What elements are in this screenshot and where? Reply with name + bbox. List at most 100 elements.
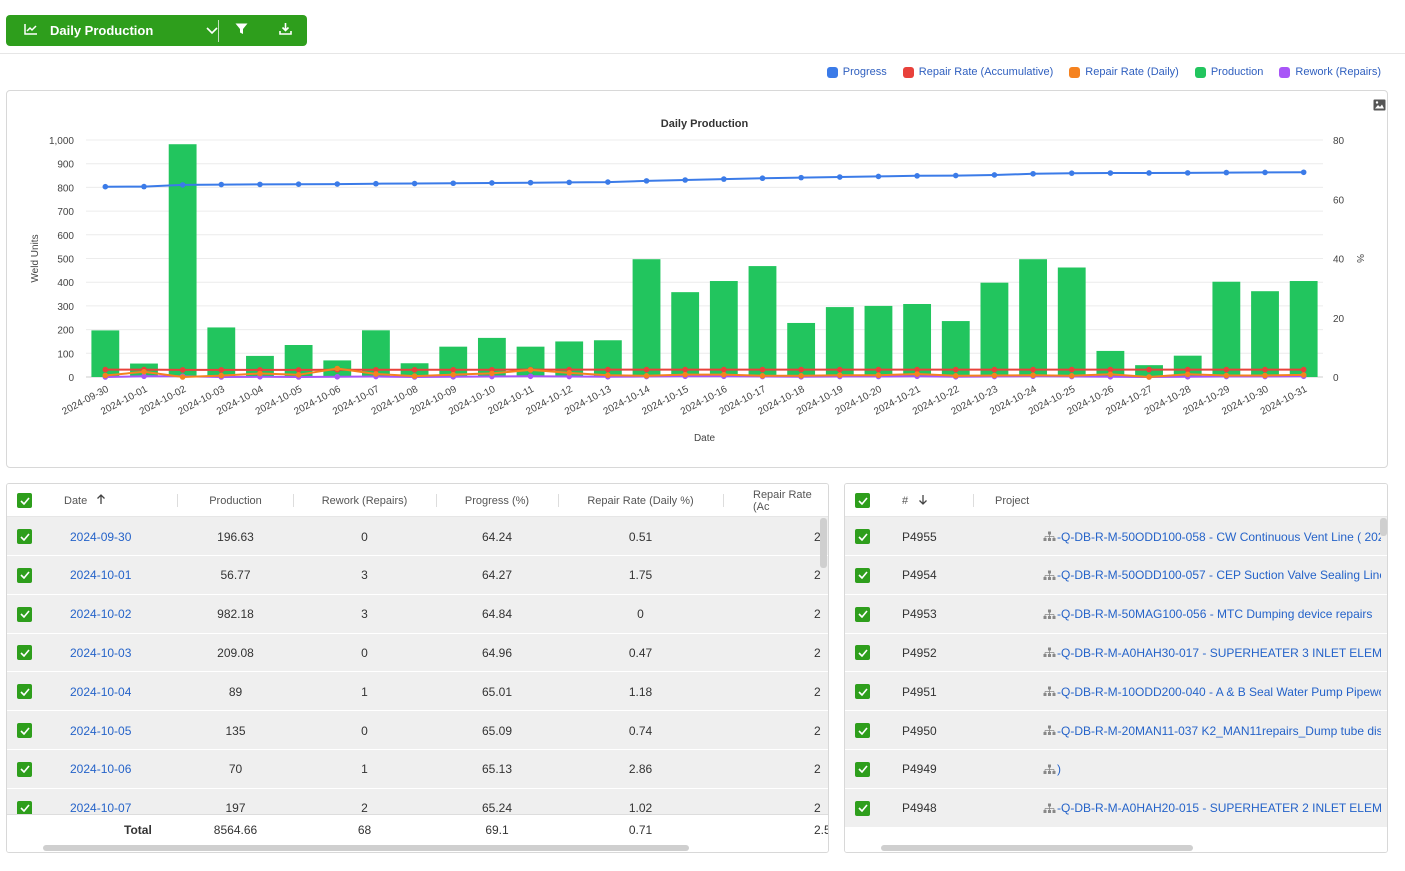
project-row-checkbox[interactable]	[855, 789, 870, 828]
date-link[interactable]: 2024-10-03	[70, 645, 132, 660]
table-row[interactable]: 2024-10-05 135 0 65.09 0.74 2	[7, 711, 828, 750]
legend-item-progress[interactable]: Progress	[826, 66, 887, 78]
projects-horizontal-scrollbar[interactable]	[845, 844, 1387, 852]
select-all-checkbox[interactable]	[17, 484, 32, 517]
project-cell[interactable]: -Q-DB-R-M-20MAN11-037 K2_MAN11repairs_Du…	[1043, 711, 1381, 750]
table-row[interactable]: 2024-10-06 70 1 65.13 2.86 2	[7, 750, 828, 789]
date-link[interactable]: 2024-10-07	[70, 801, 132, 814]
column-header-production[interactable]: Production	[209, 494, 262, 507]
table-row[interactable]: 2024-10-04 89 1 65.01 1.18 2	[7, 672, 828, 712]
column-header-rework[interactable]: Rework (Repairs)	[321, 494, 408, 507]
repair-rate-acc-cell: 2	[814, 684, 821, 699]
total-repair-rate-acc: 2.5	[814, 823, 828, 837]
legend-swatch	[1279, 66, 1291, 78]
column-header-progress[interactable]: Progress (%)	[464, 494, 530, 507]
date-link[interactable]: 2024-10-04	[70, 684, 132, 699]
column-header-id[interactable]: #	[902, 484, 928, 517]
row-checkbox[interactable]	[17, 633, 32, 672]
project-link[interactable]: -Q-DB-R-M-20MAN11-037 K2_MAN11repairs_Du…	[1057, 723, 1381, 738]
project-link[interactable]: -Q-DB-R-M-50MAG100-056 - MTC Dumping dev…	[1057, 607, 1373, 622]
project-cell[interactable]: -Q-DB-R-M-A0HAH20-015 - SUPERHEATER 2 IN…	[1043, 789, 1381, 828]
project-link[interactable]: -Q-DB-R-M-50ODD100-057 - CEP Suction Val…	[1057, 568, 1381, 583]
column-header-repair-rate-daily[interactable]: Repair Rate (Daily %)	[587, 494, 694, 507]
chart-legend: Progress Repair Rate (Accumulative) Repair…	[826, 66, 1381, 78]
project-row-checkbox[interactable]	[855, 711, 870, 750]
projects-vertical-scrollbar[interactable]	[1380, 518, 1387, 536]
project-link[interactable]: -Q-DB-R-M-50ODD100-058 - CW Continuous V…	[1057, 529, 1381, 544]
legend-item-repair-rate-accumulative[interactable]: Repair Rate (Accumulative)	[902, 66, 1053, 78]
project-cell[interactable]: -Q-DB-R-M-50ODD100-058 - CW Continuous V…	[1043, 517, 1381, 556]
chevron-down-icon	[206, 22, 218, 40]
project-link[interactable]: -Q-DB-R-M-10ODD200-040 - A & B Seal Wate…	[1057, 684, 1381, 699]
project-row[interactable]: P4949)	[845, 750, 1387, 789]
row-checkbox[interactable]	[17, 595, 32, 634]
point-progress	[489, 180, 495, 186]
date-link[interactable]: 2024-09-30	[70, 529, 132, 544]
point-repair-rate-daily	[875, 372, 882, 379]
vertical-scrollbar[interactable]	[820, 518, 827, 568]
projects-horizontal-scroll-thumb[interactable]	[881, 845, 1193, 851]
project-row[interactable]: P4950 -Q-DB-R-M-20MAN11-037 K2_MAN11repai…	[845, 711, 1387, 750]
legend-item-rework-repairs[interactable]: Rework (Repairs)	[1279, 66, 1381, 78]
table-row[interactable]: 2024-10-01 56.77 3 64.27 1.75 2	[7, 556, 828, 595]
date-link[interactable]: 2024-10-06	[70, 762, 132, 777]
project-cell[interactable]: -Q-DB-R-M-50MAG100-056 - MTC Dumping dev…	[1043, 595, 1381, 634]
projects-select-all-checkbox[interactable]	[855, 484, 870, 517]
project-row[interactable]: P4953 -Q-DB-R-M-50MAG100-056 - MTC Dumpin…	[845, 595, 1387, 634]
row-checkbox[interactable]	[17, 517, 32, 556]
table-row[interactable]: 2024-10-07 197 2 65.24 1.02 2	[7, 789, 828, 814]
filter-button[interactable]	[219, 15, 263, 46]
project-row-checkbox[interactable]	[855, 595, 870, 634]
table-row[interactable]: 2024-10-03 209.08 0 64.96 0.47 2	[7, 633, 828, 673]
projects-grid: # Project P4955 -Q-DB-R-M-50ODD100-058 - …	[844, 483, 1388, 853]
point-repair-rate-accumulative	[295, 367, 302, 373]
row-checkbox[interactable]	[17, 789, 32, 814]
download-button[interactable]	[263, 15, 307, 46]
legend-item-production[interactable]: Production	[1194, 66, 1263, 78]
project-cell[interactable]: )	[1043, 750, 1381, 789]
row-checkbox[interactable]	[17, 556, 32, 595]
horizontal-scroll-thumb[interactable]	[43, 845, 689, 851]
bar-2024-10-28	[1173, 355, 1202, 377]
project-cell[interactable]: -Q-DB-R-M-A0HAH30-017 - SUPERHEATER 3 IN…	[1043, 633, 1381, 672]
column-header-date[interactable]: Date	[64, 484, 106, 517]
column-header-project[interactable]: Project	[995, 494, 1030, 507]
project-cell[interactable]: -Q-DB-R-M-50ODD100-057 - CEP Suction Val…	[1043, 556, 1381, 595]
legend-item-repair-rate-daily[interactable]: Repair Rate (Daily)	[1069, 66, 1179, 78]
production-chart: Daily Production010020030040050060070080…	[30, 118, 1365, 444]
project-row[interactable]: P4954 -Q-DB-R-M-50ODD100-057 - CEP Suctio…	[845, 556, 1387, 595]
horizontal-scrollbar[interactable]	[7, 844, 828, 852]
project-row[interactable]: P4951 -Q-DB-R-M-10ODD200-040 - A & B Seal…	[845, 672, 1387, 712]
date-link[interactable]: 2024-10-01	[70, 568, 132, 583]
point-repair-rate-daily	[836, 372, 843, 379]
point-repair-rate-accumulative	[836, 366, 843, 373]
project-row-checkbox[interactable]	[855, 633, 870, 672]
row-checkbox[interactable]	[17, 672, 32, 711]
column-header-repair-rate-acc[interactable]: Repair Rate (Ac	[753, 488, 812, 513]
repair-rate-daily-cell: 1.75	[628, 568, 653, 583]
project-cell[interactable]: -Q-DB-R-M-10ODD200-040 - A & B Seal Wate…	[1043, 672, 1381, 711]
date-link[interactable]: 2024-10-02	[70, 607, 132, 622]
table-row[interactable]: 2024-10-02 982.18 3 64.84 0 2	[7, 595, 828, 634]
project-link[interactable]: -Q-DB-R-M-A0HAH20-015 - SUPERHEATER 2 IN…	[1057, 801, 1381, 816]
row-checkbox[interactable]	[17, 711, 32, 750]
table-row[interactable]: 2024-09-30 196.63 0 64.24 0.51 2	[7, 517, 828, 556]
project-row[interactable]: P4952 -Q-DB-R-M-A0HAH30-017 - SUPERHEATER…	[845, 633, 1387, 673]
sort-descending-icon	[918, 494, 928, 508]
project-link[interactable]: )	[1057, 762, 1061, 777]
legend-label: Progress	[842, 66, 887, 78]
project-row-checkbox[interactable]	[855, 672, 870, 711]
point-progress	[914, 173, 920, 179]
project-row-checkbox[interactable]	[855, 750, 870, 789]
project-row[interactable]: P4948 -Q-DB-R-M-A0HAH20-015 - SUPERHEATER…	[845, 789, 1387, 828]
row-checkbox[interactable]	[17, 750, 32, 789]
report-selector[interactable]: Daily Production	[6, 15, 218, 46]
project-row-checkbox[interactable]	[855, 556, 870, 595]
date-link[interactable]: 2024-10-05	[70, 723, 132, 738]
grid-body: 2024-09-30 196.63 0 64.24 0.51 2 2024-10-01 56.…	[7, 517, 828, 814]
project-row-checkbox[interactable]	[855, 517, 870, 556]
legend-swatch	[1194, 66, 1206, 78]
project-link[interactable]: -Q-DB-R-M-A0HAH30-017 - SUPERHEATER 3 IN…	[1057, 645, 1381, 660]
project-row[interactable]: P4955 -Q-DB-R-M-50ODD100-058 - CW Continu…	[845, 517, 1387, 556]
point-repair-rate-accumulative	[102, 366, 109, 373]
